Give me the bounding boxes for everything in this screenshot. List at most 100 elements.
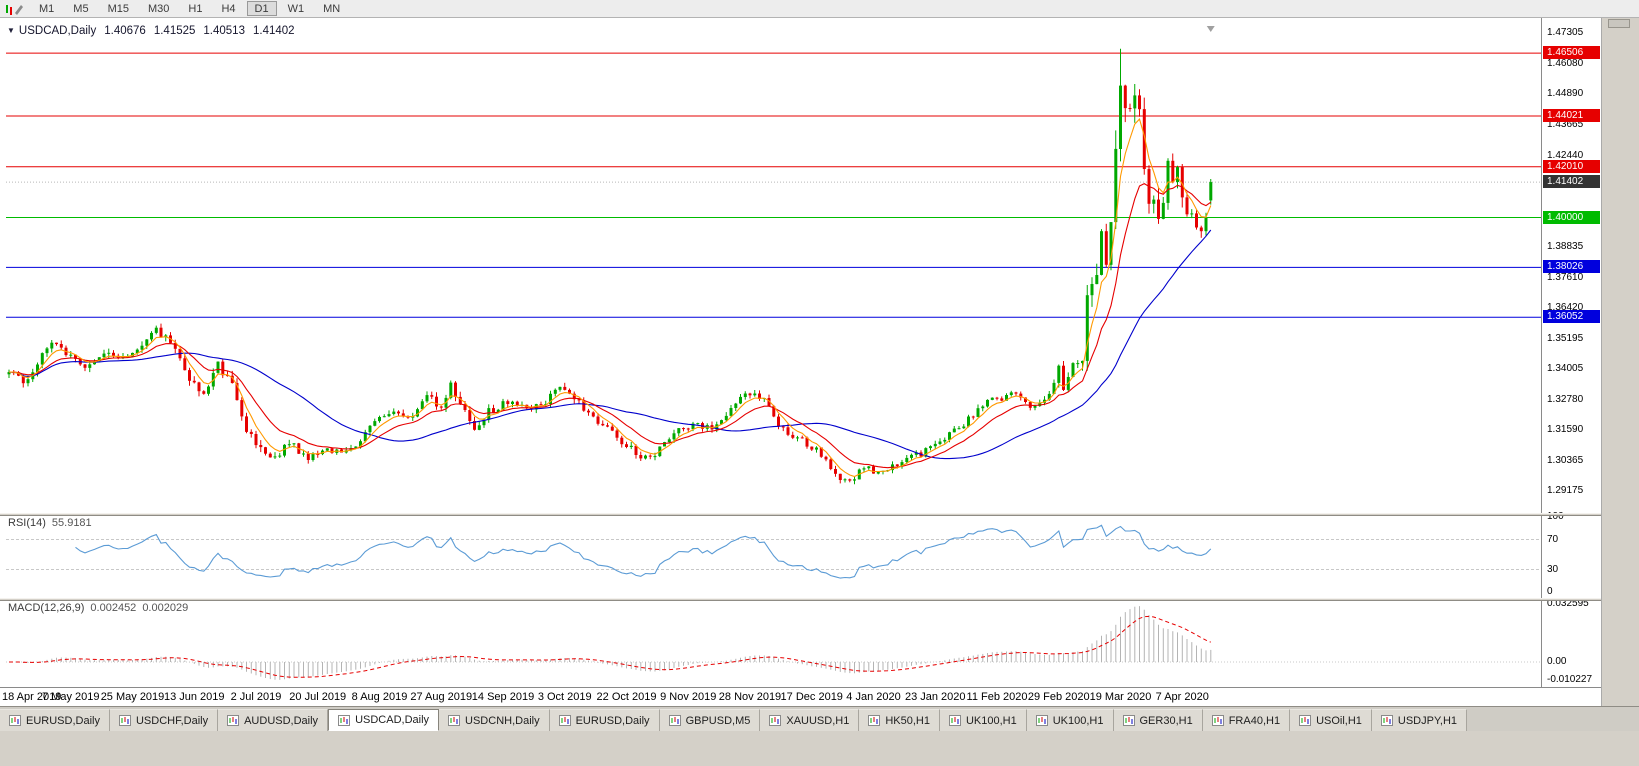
time-axis-label: 18 Apr 2019 [2, 691, 62, 703]
macd-indicator-label: MACD(12,26,9) 0.002452 0.002029 [8, 602, 188, 614]
timeframe-button-m5[interactable]: M5 [73, 3, 89, 15]
time-axis-label: 22 Oct 2019 [596, 691, 657, 703]
chart-pencil-icon[interactable] [3, 2, 25, 16]
candle-body [249, 431, 253, 434]
candle-body [796, 437, 799, 439]
time-axis-label: 29 Feb 2020 [1027, 691, 1090, 703]
candle-body [962, 426, 966, 429]
time-axis-label: 17 Dec 2019 [780, 691, 843, 703]
candle-body [1000, 398, 1004, 401]
chart-tab-uk100-h1[interactable]: UK100,H1 [939, 709, 1027, 731]
candle-body [539, 404, 543, 406]
chart-symbol-label: USDCAD,Daily [18, 25, 97, 37]
candle-body [145, 339, 149, 346]
candle-body [1128, 108, 1132, 109]
candle-body [159, 327, 163, 337]
candle-body [264, 447, 267, 454]
candle-body [1095, 275, 1099, 285]
candle-body [606, 425, 609, 427]
candle-body [1190, 213, 1194, 215]
candle-body [1076, 363, 1080, 365]
timeframe-button-m15[interactable]: M15 [107, 3, 129, 15]
scrollbar-button[interactable] [1608, 19, 1630, 28]
panel-splitter-macd[interactable] [0, 598, 1601, 601]
candle-body [17, 372, 20, 376]
time-axis[interactable]: 18 Apr 2019 7 May 2019 25 May 2019 13 Jun 2… [0, 687, 1601, 706]
chart-tab-uk100-h1[interactable]: UK100,H1 [1026, 709, 1114, 731]
candle-body [1019, 393, 1023, 398]
chart-tab-eurusd-daily[interactable]: EURUSD,Daily [0, 709, 110, 731]
candle-body [910, 454, 913, 458]
timeframe-button-m1[interactable]: M1 [39, 3, 55, 15]
candle-body [677, 428, 681, 434]
candle-body [1071, 363, 1075, 377]
candle-body [876, 471, 880, 474]
chart-tab-audusd-daily[interactable]: AUDUSD,Daily [218, 709, 329, 731]
price-scale[interactable]: 1.47305 1.46080 1.44890 1.43665 1.42440 1.388… [1541, 18, 1601, 687]
chart-tab-usdjpy-h1[interactable]: USDJPY,H1 [1371, 709, 1468, 731]
price-tick-1.43665: 1.43665 [1547, 118, 1584, 130]
chart-tab-fra40-h1[interactable]: FRA40,H1 [1202, 709, 1291, 731]
timeframe-button-mn[interactable]: MN [323, 3, 341, 15]
candle-body [596, 416, 600, 424]
price-tick-1.32780: 1.32780 [1547, 393, 1584, 405]
hline-price-label-1.44021: 1.44021 [1543, 108, 1600, 122]
candle-body [482, 419, 486, 426]
timeframe-buttons: M1 M5 M15 M30 H1 H4 D1 W1 MN [31, 1, 348, 16]
candle-body [990, 397, 994, 400]
candle-body [1123, 85, 1127, 109]
chart-tab-usdcad-daily[interactable]: USDCAD,Daily [328, 709, 440, 731]
timeframe-button-d1[interactable]: D1 [246, 1, 277, 16]
chart-tab-eurusd-daily[interactable]: EURUSD,Daily [549, 709, 660, 731]
candle-body [378, 417, 381, 422]
macd-panel[interactable]: MACD(12,26,9) 0.002452 0.002029 [0, 601, 1601, 687]
candlestick-chart[interactable] [0, 18, 1601, 513]
timeframe-button-w1[interactable]: W1 [287, 3, 305, 15]
price-tick-1.46080: 1.46080 [1547, 57, 1584, 69]
chart-tab-hk50-h1[interactable]: HK50,H1 [859, 709, 940, 731]
candle-body [729, 408, 733, 416]
chart-tab-usoil-h1[interactable]: USOil,H1 [1290, 709, 1372, 731]
tab-label: XAUUSD,H1 [786, 714, 850, 727]
candle-body [131, 352, 134, 357]
macd-scale-tick-0.00: 0.00 [1547, 656, 1567, 667]
rsi-panel[interactable]: RSI(14) 55.9181 [0, 516, 1601, 598]
candle-body [387, 414, 391, 417]
candle-body [810, 446, 814, 450]
candle-body [197, 382, 201, 392]
macd-scale-tick--0.010227: -0.010227 [1547, 674, 1593, 686]
candle-body [663, 442, 666, 447]
macd-chart[interactable] [0, 601, 1601, 687]
candle-body [1138, 95, 1141, 110]
panel-splitter-rsi[interactable] [0, 513, 1601, 516]
candle-body [292, 443, 296, 445]
candle-body [743, 393, 747, 397]
symbol-caret-icon[interactable]: ▼ [7, 26, 15, 35]
candle-body [202, 391, 206, 394]
candle-body [971, 416, 975, 418]
time-axis-label: 3 Oct 2019 [537, 691, 592, 703]
candle-body [382, 416, 386, 418]
candle-body [948, 432, 951, 440]
rsi-chart[interactable] [0, 516, 1601, 598]
price-chart-panel[interactable]: ▼ USDCAD,Daily 1.40676 1.41525 1.40513 1.4140… [0, 18, 1601, 513]
candle-body [102, 353, 106, 358]
timeframe-button-h4[interactable]: H4 [221, 3, 236, 15]
timeframe-button-h1[interactable]: H1 [188, 3, 203, 15]
candle-body [777, 416, 780, 427]
candle-body [558, 386, 562, 390]
tab-chart-icon [1035, 715, 1048, 726]
chart-tab-xauusd-h1[interactable]: XAUUSD,H1 [760, 709, 860, 731]
candle-body [1133, 95, 1137, 109]
candle-body [221, 361, 225, 376]
candle-body [653, 456, 657, 458]
candle-body [458, 396, 462, 405]
chart-tab-gbpusd-m5[interactable]: GBPUSD,M5 [659, 709, 761, 731]
candle-body [1057, 365, 1061, 383]
chart-tab-ger30-h1[interactable]: GER30,H1 [1113, 709, 1203, 731]
candle-body [1033, 406, 1037, 408]
chart-tab-usdcnh-daily[interactable]: USDCNH,Daily [439, 709, 550, 731]
candle-body [986, 399, 989, 407]
chart-tab-usdchf-daily[interactable]: USDCHF,Daily [109, 709, 219, 731]
timeframe-button-m30[interactable]: M30 [147, 3, 170, 15]
